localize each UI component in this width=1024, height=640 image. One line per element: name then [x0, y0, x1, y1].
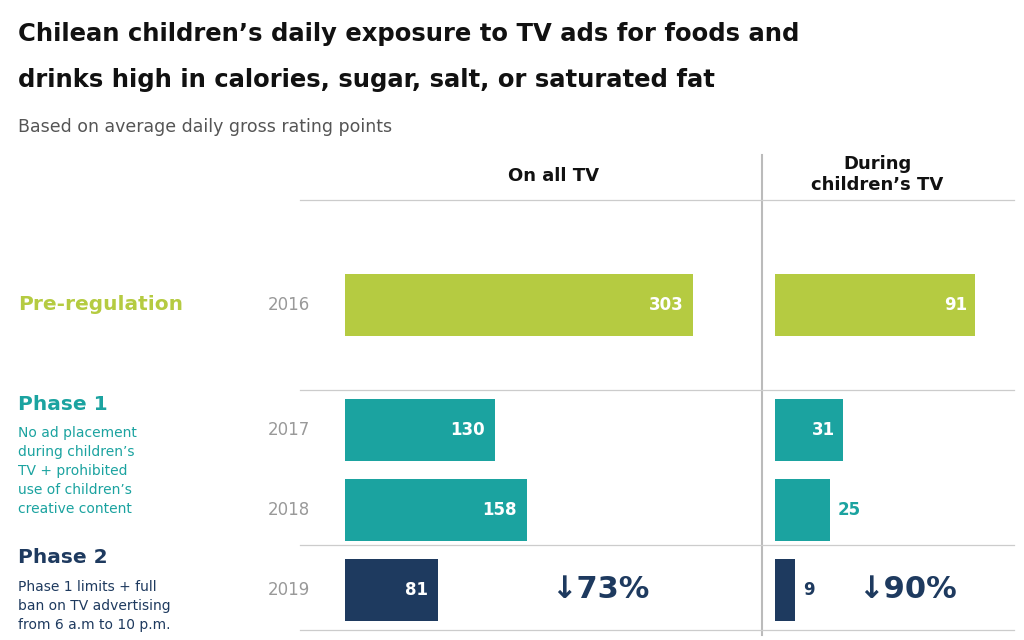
Text: 25: 25	[838, 501, 861, 519]
Text: 303: 303	[648, 296, 683, 314]
Text: ↓73%: ↓73%	[551, 575, 649, 605]
Bar	[345, 479, 526, 541]
Text: 2016: 2016	[267, 296, 310, 314]
Text: Phase 2: Phase 2	[18, 548, 108, 567]
Text: Chilean children’s daily exposure to TV ads for foods and: Chilean children’s daily exposure to TV …	[18, 22, 800, 46]
Bar	[775, 274, 975, 336]
Text: 91: 91	[944, 296, 968, 314]
Bar	[775, 399, 843, 461]
Text: 2018: 2018	[267, 501, 310, 519]
Text: No ad placement
during children’s
TV + prohibited
use of children’s
creative con: No ad placement during children’s TV + p…	[18, 426, 137, 516]
Text: Pre-regulation: Pre-regulation	[18, 296, 183, 314]
Text: During
children’s TV: During children’s TV	[811, 155, 944, 194]
Text: Based on average daily gross rating points: Based on average daily gross rating poin…	[18, 118, 392, 136]
Text: 81: 81	[406, 581, 428, 599]
Text: 2017: 2017	[267, 421, 310, 439]
Bar	[775, 479, 830, 541]
Text: 31: 31	[812, 421, 836, 439]
Text: 9: 9	[803, 581, 814, 599]
Text: 130: 130	[450, 421, 484, 439]
Text: ↓90%: ↓90%	[858, 575, 956, 605]
Text: Phase 1 limits + full
ban on TV advertising
from 6 a.m to 10 p.m.: Phase 1 limits + full ban on TV advertis…	[18, 580, 171, 632]
Bar	[345, 274, 693, 336]
Bar	[345, 399, 495, 461]
Text: 2019: 2019	[267, 581, 310, 599]
Text: drinks high in calories, sugar, salt, or saturated fat: drinks high in calories, sugar, salt, or…	[18, 68, 715, 92]
Text: On all TV: On all TV	[508, 167, 599, 185]
Text: Phase 1: Phase 1	[18, 395, 108, 414]
Bar	[775, 559, 795, 621]
Bar	[345, 559, 438, 621]
Text: 158: 158	[482, 501, 517, 519]
